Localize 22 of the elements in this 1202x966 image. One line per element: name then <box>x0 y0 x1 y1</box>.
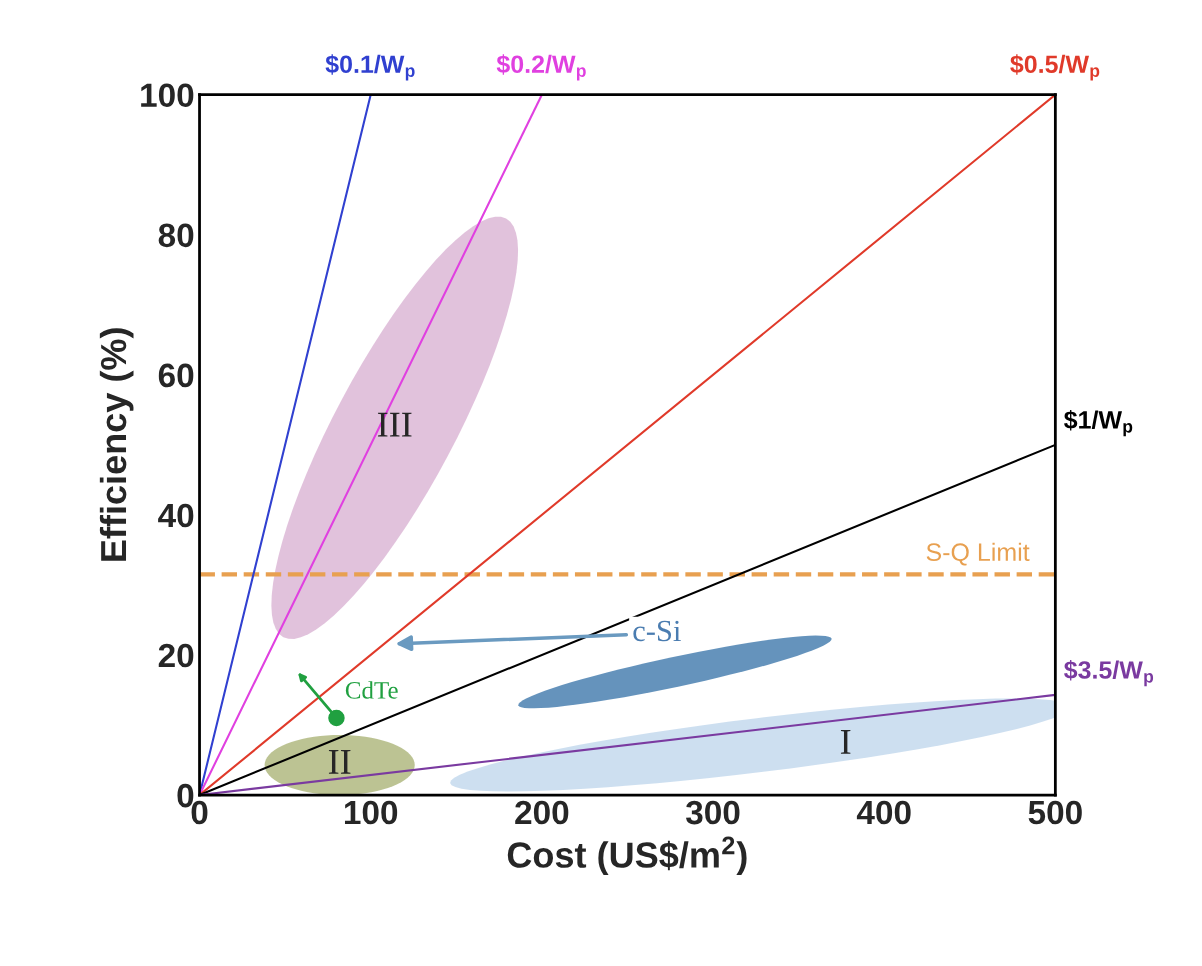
series-label: $0.5/W$_{p}$ <box>1010 54 1100 81</box>
annotation: II <box>328 750 351 774</box>
annotation: I <box>840 730 851 754</box>
y-tick-label: 60 <box>158 363 194 388</box>
y-tick-label: 100 <box>141 83 194 108</box>
series-label: $0.2/W$_{p}$ <box>496 54 586 81</box>
y-axis-title: Efficiency (%) <box>99 328 134 561</box>
x-tick-label: 200 <box>515 800 569 825</box>
annotation: CdTe <box>345 681 398 699</box>
x-axis-title: Cost (US$/m$^{2}$) <box>507 836 747 876</box>
y-tick-label: 40 <box>158 503 194 528</box>
x-tick-label: 500 <box>1028 800 1082 825</box>
y-tick-label: 20 <box>158 643 194 668</box>
ref-line-label: S-Q Limit <box>926 542 1030 566</box>
series-label: $0.1/W$_{p}$ <box>325 54 415 81</box>
series-label: $1/W$_{p}$ <box>1064 410 1133 437</box>
series-label: $3.5/W$_{p}$ <box>1064 660 1154 687</box>
y-tick-label: 80 <box>158 223 194 248</box>
x-tick-label: 100 <box>344 800 398 825</box>
x-tick-label: 300 <box>685 800 740 825</box>
x-tick-label: 400 <box>856 800 911 825</box>
annotation: c-Si <box>633 620 681 642</box>
